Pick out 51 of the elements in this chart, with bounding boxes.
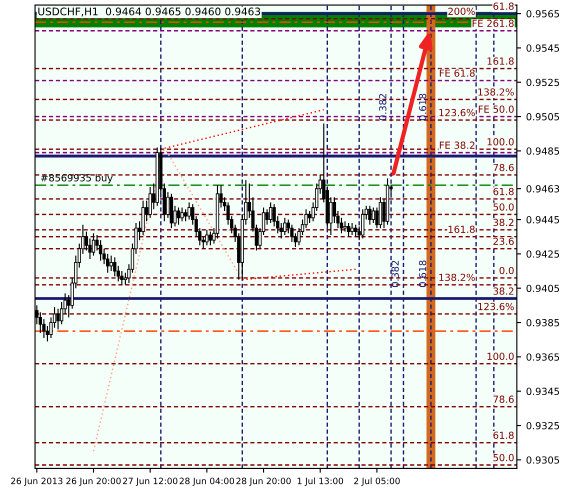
x-tick-label: 27 Jun 12:00 (123, 478, 178, 486)
annotation: 50.0 (493, 454, 514, 462)
y-tick-label: 0.9345 (526, 388, 560, 396)
y-tick-label: 0.9305 (526, 456, 560, 464)
annotation: 138.2% (439, 274, 475, 282)
annotation: 0.618 (418, 94, 426, 120)
x-tick-label: 2 Jul 05:00 (354, 477, 400, 486)
annotation: 38.2 (493, 218, 514, 226)
y-tick-label: 0.9545 (526, 44, 560, 52)
annotation: 61.8 (493, 188, 514, 196)
annotation: FE 50.0 (478, 105, 514, 113)
annotation: 200% (448, 8, 475, 16)
annotation: 50.0 (493, 203, 514, 211)
y-tick-label: 0.9445 (526, 216, 560, 224)
annotation: FE 261.8 (472, 20, 514, 28)
y-tick-label: 0.9405 (526, 284, 560, 292)
annotation: 0.0 (500, 266, 514, 274)
y-tick-label: 0.9325 (526, 422, 560, 430)
y-tick-label: 0.9525 (526, 78, 560, 86)
annotation: 23.6 (493, 238, 514, 245)
annotation: 138.2% (478, 88, 514, 96)
y-tick-label: 0.9425 (526, 250, 560, 258)
annotation: FE 61.8 (440, 69, 475, 77)
ref-line-label: #8569935 buy (41, 174, 113, 184)
annotation: 0.382 (379, 94, 386, 120)
x-tick-label: 26 Jun 20:00 (66, 478, 121, 486)
annotation: 0.382 (391, 260, 399, 288)
annotation: 61.8 (493, 432, 514, 439)
annotation: 123.6% (439, 108, 475, 116)
annotation: 78.6 (494, 396, 514, 403)
y-tick-label: 0.9565 (526, 10, 560, 18)
y-tick-label: 0.9365 (526, 353, 560, 361)
x-tick-label: 1 Jul 13:00 (298, 477, 344, 486)
annotation: FE 38.2 (440, 142, 474, 149)
x-tick-label: 28 Jun 20:00 (236, 478, 291, 486)
x-tick-label: 28 Jun 04:00 (180, 478, 234, 486)
annotation: 100.0 (488, 352, 514, 360)
y-tick-label: 0.9505 (526, 113, 560, 120)
annotation: 0.618 (418, 260, 426, 288)
chart-title: USDCHF,H1 0.9464 0.9465 0.9460 0.9463 (38, 8, 260, 16)
annotation: 38.2 (493, 287, 514, 295)
annotation: 61.8 (493, 2, 514, 10)
y-tick-label: 0.9463 (526, 185, 560, 192)
annotation: 78.6 (494, 164, 514, 172)
annotation: 100.0 (488, 138, 514, 146)
annotation: 161.8 (448, 226, 475, 233)
x-tick-label: 26 Jun 2013 (11, 478, 62, 486)
annotation: 161.8 (488, 57, 514, 65)
y-tick-label: 0.9385 (526, 319, 560, 326)
y-tick-label: 0.9485 (526, 147, 560, 155)
annotation: 123.6% (478, 302, 514, 310)
